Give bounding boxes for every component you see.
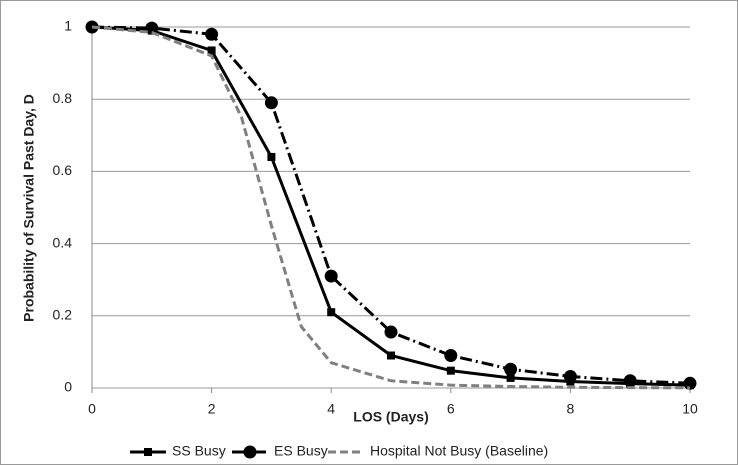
legend-label: ES Busy — [274, 443, 328, 459]
x-axis-title: LOS (Days) — [353, 409, 428, 425]
marker — [444, 349, 458, 363]
marker — [506, 373, 515, 382]
marker — [267, 152, 276, 161]
marker — [327, 308, 336, 317]
marker — [144, 448, 152, 456]
x-tick-label: 6 — [447, 401, 455, 417]
marker — [387, 351, 395, 360]
marker — [145, 21, 159, 35]
legend-label: Hospital Not Busy (Baseline) — [370, 443, 548, 459]
x-tick-label: 8 — [567, 401, 575, 417]
marker — [324, 269, 338, 283]
x-tick-label: 0 — [88, 401, 96, 417]
marker — [563, 369, 577, 383]
marker — [243, 445, 257, 459]
marker — [264, 96, 278, 110]
y-tick-label: 0.8 — [53, 90, 73, 106]
y-axis-title: Probability of Survival Past Day, D — [21, 94, 37, 322]
y-tick-label: 0.2 — [53, 307, 73, 323]
marker — [205, 27, 219, 41]
y-tick-label: 1 — [64, 18, 72, 34]
series-line — [91, 25, 691, 390]
marker — [623, 374, 637, 388]
marker — [683, 376, 697, 390]
marker — [384, 325, 398, 339]
x-tick-label: 10 — [682, 401, 698, 417]
y-tick-label: 0.6 — [53, 162, 73, 178]
marker — [446, 366, 455, 375]
x-tick-label: 4 — [327, 401, 335, 417]
marker — [207, 46, 216, 55]
legend-label: SS Busy — [172, 443, 226, 459]
y-tick-label: 0.4 — [53, 234, 73, 250]
x-tick-label: 2 — [208, 401, 216, 417]
y-tick-label: 0 — [64, 379, 72, 395]
marker — [504, 362, 518, 376]
series-line — [91, 25, 691, 385]
